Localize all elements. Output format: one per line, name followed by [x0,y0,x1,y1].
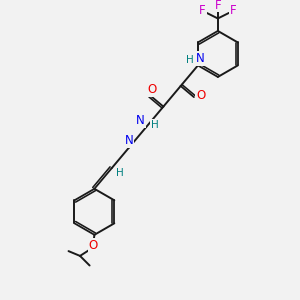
Text: H: H [186,55,194,65]
Text: O: O [89,239,98,252]
Text: F: F [214,0,221,11]
Text: N: N [196,52,204,65]
Text: F: F [230,4,236,17]
Text: O: O [196,89,205,102]
Text: N: N [136,114,145,127]
Text: H: H [151,120,159,130]
Text: N: N [124,134,133,148]
Text: O: O [148,83,157,96]
Text: H: H [116,168,124,178]
Text: F: F [199,4,206,17]
